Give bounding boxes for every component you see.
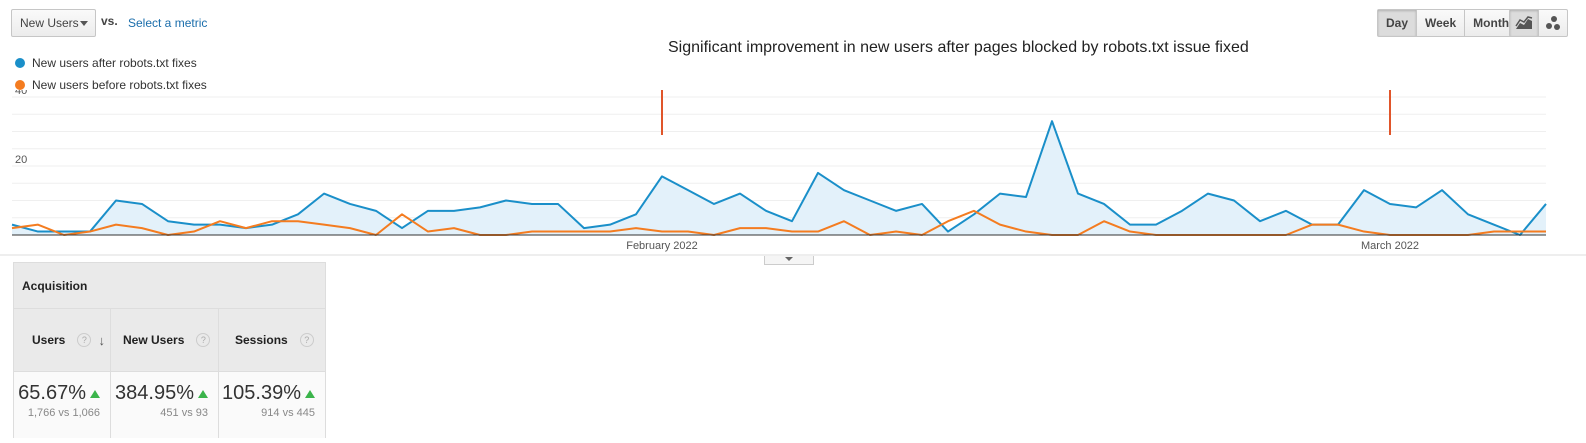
legend-label-before: New users before robots.txt fixes (32, 78, 207, 92)
arrow-up-icon (90, 389, 100, 398)
chart-type-toggle (1509, 9, 1568, 37)
help-icon[interactable]: ? (77, 333, 92, 347)
x-tick-label: March 2022 (1361, 240, 1419, 252)
x-tick-label: February 2022 (626, 240, 698, 252)
sort-arrow-icon[interactable]: ↓ (98, 333, 106, 348)
arrow-up-icon (305, 389, 315, 398)
column-header-sessions[interactable]: Sessions (235, 333, 288, 347)
line-chart-icon (1515, 16, 1533, 29)
column-new-users: New Users ? 384.95% 451 vs 93 (111, 309, 219, 438)
help-icon[interactable]: ? (299, 333, 314, 347)
chevron-down-icon (80, 21, 88, 26)
users-change: 65.67% (18, 382, 86, 404)
line-chart-button[interactable] (1510, 10, 1538, 36)
arrow-up-icon (198, 389, 208, 398)
column-sessions: Sessions ? 105.39% 914 vs 445 (219, 309, 326, 438)
users-compare: 1,766 vs 1,066 (27, 407, 100, 419)
metric-dropdown-label: New Users (20, 16, 79, 30)
legend-item-after: New users after robots.txt fixes (15, 56, 197, 70)
select-metric-link[interactable]: Select a metric (128, 16, 208, 30)
annotation-text: Significant improvement in new users aft… (668, 39, 1249, 56)
legend-label-after: New users after robots.txt fixes (32, 56, 197, 70)
before-series-line (11, 209, 1546, 236)
help-icon[interactable]: ? (196, 333, 211, 347)
period-toggle: Day Week Month (1377, 9, 1519, 37)
sessions-change: 105.39% (222, 382, 301, 404)
period-month-button[interactable]: Month (1464, 10, 1517, 36)
legend-dot-after (15, 58, 25, 68)
new-users-compare: 451 vs 93 (160, 407, 208, 419)
period-week-button[interactable]: Week (1416, 10, 1464, 36)
column-header-new-users[interactable]: New Users (123, 333, 185, 347)
y-tick-label: 20 (15, 154, 27, 166)
column-users: Users ? ↓ 65.67% 1,766 vs 1,066 (13, 309, 111, 438)
motion-chart-icon (1546, 16, 1560, 30)
legend-item-before: New users before robots.txt fixes (15, 78, 207, 92)
chart-collapse-toggle[interactable] (764, 256, 814, 265)
legend-dot-before (15, 80, 25, 90)
after-series-area (12, 121, 1546, 235)
annotation-bracket (661, 90, 1391, 135)
chevron-down-icon (785, 257, 793, 261)
table-group-header: Acquisition (13, 262, 326, 309)
new-users-change: 384.95% (115, 382, 194, 404)
period-day-button[interactable]: Day (1378, 10, 1417, 36)
line-chart: 20 40 February 2022 March 2022 (0, 90, 1586, 256)
column-header-users[interactable]: Users (32, 333, 66, 347)
y-tick-label: 40 (15, 90, 27, 97)
acquisition-table: Acquisition Users ? ↓ 65.67% 1,766 vs 1,… (13, 262, 326, 438)
after-series-line (11, 120, 1547, 236)
motion-chart-button[interactable] (1538, 10, 1567, 36)
sessions-compare: 914 vs 445 (261, 407, 315, 419)
metric-dropdown[interactable]: New Users (11, 9, 96, 37)
vs-label: vs. (101, 14, 118, 28)
